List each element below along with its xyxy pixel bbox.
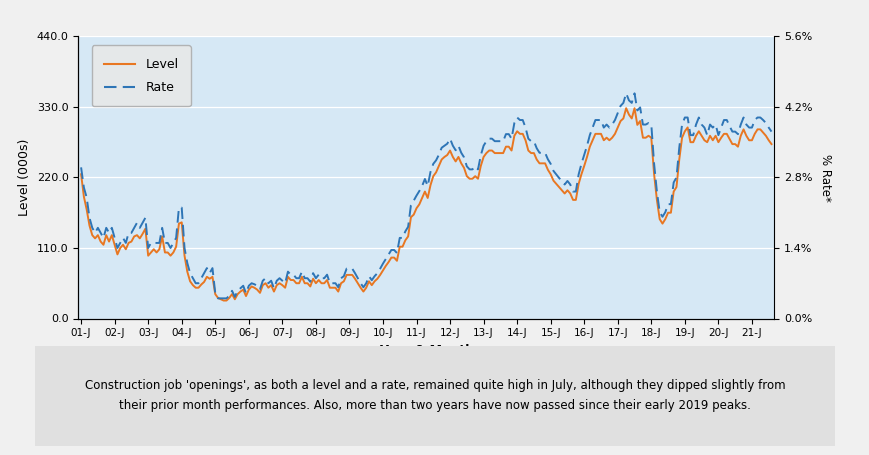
X-axis label: Year & Month: Year & Month (378, 344, 474, 357)
Y-axis label: Level (000s): Level (000s) (18, 139, 31, 216)
Text: Construction job 'openings', as both a level and a rate, remained quite high in : Construction job 'openings', as both a l… (84, 379, 785, 412)
Y-axis label: % Rate*: % Rate* (818, 153, 831, 202)
Legend: Level, Rate: Level, Rate (91, 46, 190, 106)
FancyBboxPatch shape (10, 343, 859, 449)
